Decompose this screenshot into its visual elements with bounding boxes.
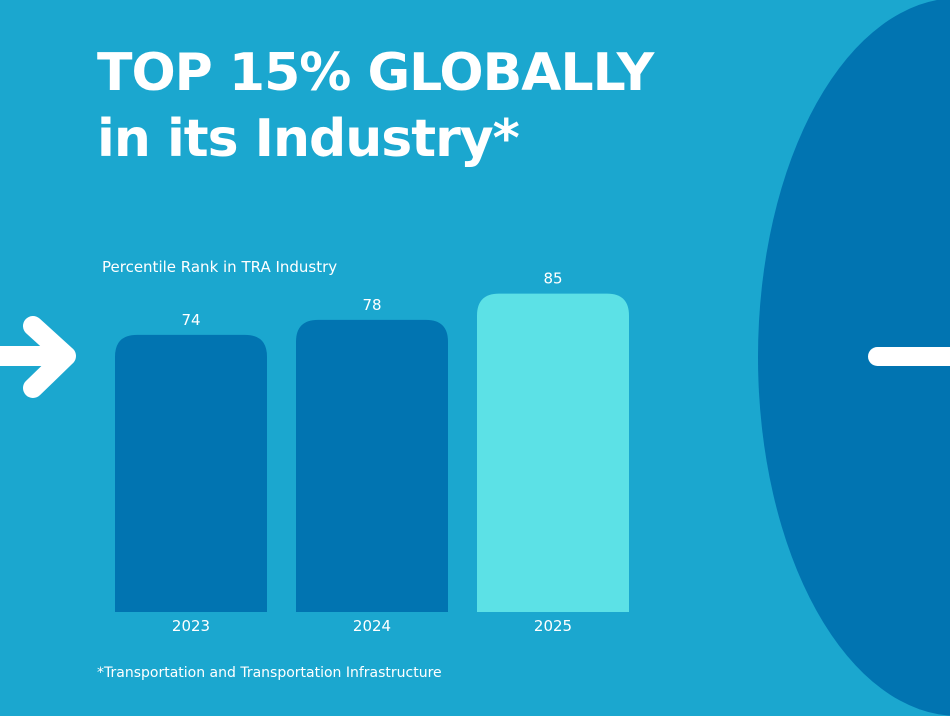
arrow-right-icon	[0, 316, 76, 398]
data-label-2025: 85	[543, 270, 562, 288]
x-tick-label-2023: 2023	[172, 617, 210, 635]
title-line-1: TOP 15% GLOBALLY	[97, 43, 654, 103]
page-title: TOP 15% GLOBALLY in its Industry*	[97, 40, 654, 172]
data-label-2024: 78	[362, 296, 381, 314]
dash-icon	[868, 347, 950, 366]
chart-title: Percentile Rank in TRA Industry	[102, 258, 338, 276]
data-label-2023: 74	[181, 311, 200, 329]
footnote: *Transportation and Transportation Infra…	[97, 665, 442, 681]
bar-2023	[115, 334, 267, 612]
bar-2024	[296, 319, 448, 612]
bar-2025	[477, 293, 629, 612]
x-tick-label-2025: 2025	[534, 617, 572, 635]
x-tick-label-2024: 2024	[353, 617, 391, 635]
title-line-2: in its Industry*	[97, 109, 520, 169]
